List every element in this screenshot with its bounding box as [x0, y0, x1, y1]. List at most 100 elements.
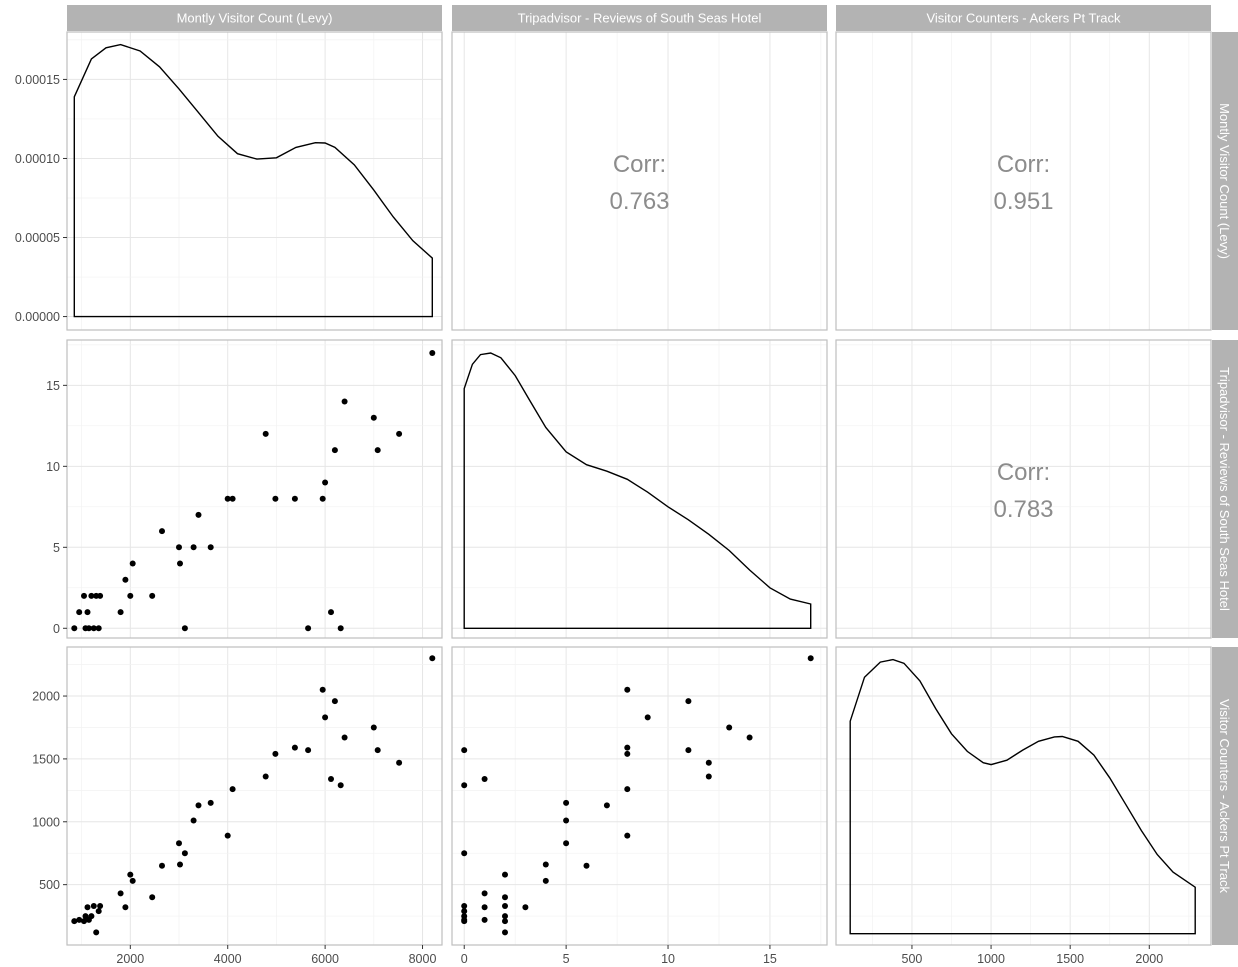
scatter-point-r3c1-14: [127, 871, 134, 878]
scatter-point-r3c1-34: [337, 782, 344, 789]
scatter-point-r2c1-6: [85, 625, 92, 632]
scatter-point-r3c2-29: [461, 747, 468, 754]
scatter-point-r3c2-12: [481, 890, 488, 897]
panel-r2c1: [67, 340, 442, 638]
scatter-point-r2c1-25: [229, 495, 236, 502]
x-tick-label: 1000: [977, 952, 1005, 966]
scatter-point-r3c2-27: [624, 750, 631, 757]
scatter-point-r2c1-22: [195, 511, 202, 518]
scatter-point-r3c1-1: [71, 918, 78, 925]
scatter-point-r2c1-35: [341, 398, 348, 405]
scatter-point-r2c1-27: [272, 495, 279, 502]
strip-layer: Montly Visitor Count (Levy) Tripadvisor …: [67, 5, 1238, 945]
scatter-point-r2c1-28: [291, 495, 298, 502]
row-strip-3: [1212, 647, 1238, 945]
scatter-point-r3c1-8: [90, 903, 97, 909]
scatter-point-r2c1-15: [129, 560, 136, 567]
scatter-point-r3c2-15: [542, 877, 549, 884]
scatter-point-r2c1-19: [177, 560, 183, 567]
scatter-point-r3c2-19: [542, 861, 549, 868]
corr-label-r1c2: Corr:: [613, 151, 666, 178]
column-strip-label-2: Tripadvisor - Reviews of South Seas Hote…: [518, 11, 762, 26]
scatter-point-r3c2-33: [685, 698, 692, 705]
scatter-point-r2c1-13: [122, 576, 129, 583]
panel-border-r2c2: [451, 339, 828, 639]
scatter-point-r3c2-34: [461, 782, 468, 789]
scatter-point-r3c2-36: [726, 724, 733, 731]
density-curve-2: [463, 352, 812, 629]
x-tick-label: 10: [661, 952, 675, 966]
panel-border-r3c3: [835, 646, 1212, 946]
panel-border-r1c2: [451, 31, 828, 331]
x-tick-label: 8000: [409, 952, 437, 966]
scatter-point-r3c1-25: [229, 786, 236, 793]
scatter-point-r2c1-14: [127, 592, 134, 599]
scatter-point-r2c1-33: [331, 447, 338, 454]
row-strip-label-3: Visitor Counters - Ackers Pt Track: [1217, 699, 1232, 894]
scatter-point-r3c1-35: [341, 734, 348, 741]
y-tick-label: 0.00000: [15, 310, 60, 324]
panel-border-r1c1: [66, 31, 443, 331]
y-tick-label: 0.00005: [15, 231, 60, 245]
panel-layer: [66, 31, 1212, 946]
scatter-point-r2c1-17: [159, 528, 165, 535]
scatter-point-r3c2-2: [481, 916, 488, 923]
scatter-point-r3c2-18: [563, 840, 570, 847]
mark-layer: [71, 43, 1196, 936]
scatter-point-r3c1-31: [322, 714, 329, 721]
scatter-point-r3c2-22: [603, 802, 610, 809]
panel-r1c2: [452, 32, 827, 330]
column-strip-label-1: Montly Visitor Count (Levy): [177, 11, 333, 26]
scatter-point-r3c2-5: [481, 904, 488, 911]
y-tick-label: 500: [39, 878, 60, 892]
scatter-point-r3c1-30: [319, 686, 326, 693]
row-strip-label-1: Montly Visitor Count (Levy): [1217, 103, 1232, 259]
scatter-point-r3c2-23: [563, 799, 570, 806]
x-tick-label: 2000: [116, 952, 144, 966]
scatter-point-r3c1-36: [370, 724, 377, 731]
scatter-point-r3c1-10: [95, 908, 102, 915]
corr-value-r1c3: 0.951: [993, 188, 1053, 215]
y-tick-label: 0.00015: [15, 73, 60, 87]
scatter-point-r3c1-9: [93, 929, 100, 936]
scatter-point-r2c1-3: [81, 592, 87, 599]
scatter-point-r3c2-11: [502, 903, 508, 909]
scatter-point-r2c1-30: [319, 495, 326, 502]
scatter-point-r3c2-31: [644, 714, 651, 721]
scatter-point-r3c1-32: [328, 776, 334, 782]
scatter-point-r2c1-38: [396, 430, 403, 437]
corr-value-r2c3: 0.783: [993, 496, 1053, 523]
panel-r1c3: [836, 32, 1211, 330]
scatter-point-r3c2-20: [461, 850, 468, 857]
y-tick-label: 15: [46, 379, 60, 393]
scatter-point-r2c1-8: [90, 625, 97, 632]
panel-border-r3c2: [451, 646, 828, 946]
panel-r3c2: [452, 647, 827, 945]
scatter-point-r3c2-24: [624, 832, 631, 839]
scatter-point-r3c1-5: [84, 904, 91, 911]
panel-r3c3: [836, 647, 1211, 945]
scatter-point-r2c1-21: [190, 544, 197, 551]
scatter-point-r3c2-39: [807, 655, 814, 662]
y-tick-label: 0.00010: [15, 152, 60, 166]
scatter-point-r2c1-23: [207, 544, 214, 551]
tick-label-layer: 2000 4000 6000 8000 0 5 10 15 500 1000 1500 2000 0.0…: [15, 73, 1163, 966]
x-tick-label: 1500: [1056, 952, 1084, 966]
scatter-point-r3c2-3: [502, 918, 508, 925]
correlation-layer: Corr: 0.763 Corr: 0.951 Corr: 0.783: [609, 151, 1053, 523]
scatter-point-r3c2-35: [746, 734, 753, 741]
density-curve-1: [73, 43, 433, 318]
density-curve-3: [849, 658, 1196, 935]
scatter-point-r3c1-33: [331, 698, 338, 705]
scatter-point-r2c1-10: [95, 625, 102, 632]
scatter-point-r2c1-36: [370, 414, 377, 421]
scatter-point-r3c1-37: [374, 747, 381, 754]
panel-r2c2: [452, 340, 827, 638]
scatter-point-r3c2-38: [705, 759, 712, 766]
panel-r3c1: [67, 647, 442, 945]
column-strip-3: [836, 5, 1211, 31]
scatter-point-r3c2-10: [461, 908, 468, 915]
y-tick-label: 1000: [32, 815, 60, 829]
scatter-point-r3c1-26: [262, 773, 269, 780]
